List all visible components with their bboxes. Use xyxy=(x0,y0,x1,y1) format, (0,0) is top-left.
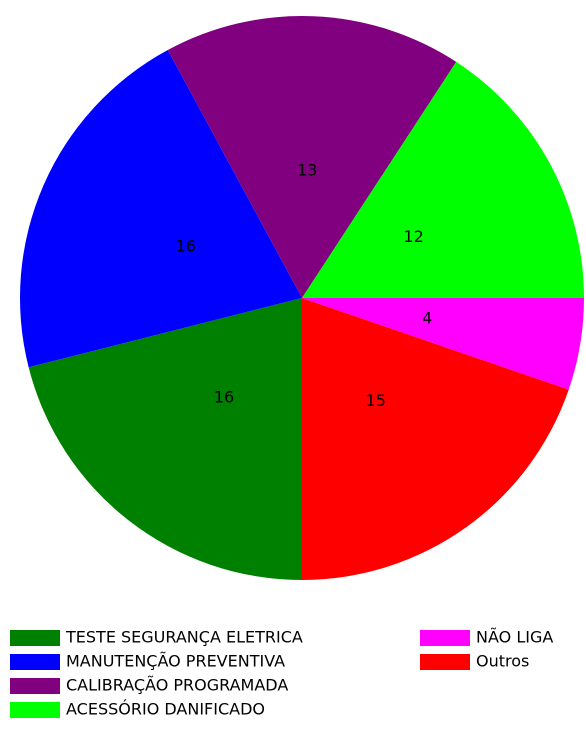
legend-swatch xyxy=(10,702,60,718)
data-label: 4 xyxy=(422,308,432,327)
legend-swatch xyxy=(420,630,470,646)
data-label: 16 xyxy=(214,388,234,407)
legend-swatch xyxy=(10,630,60,646)
legend-swatch xyxy=(10,654,60,670)
pie-slice xyxy=(302,298,584,390)
data-label: 16 xyxy=(176,237,196,256)
data-label: 12 xyxy=(403,227,423,246)
pie-slice xyxy=(28,298,303,580)
pie-slice xyxy=(302,61,584,298)
legend-label: TESTE SEGURANÇA ELETRICA xyxy=(65,628,303,647)
data-label: 15 xyxy=(366,391,386,410)
legend-label: CALIBRAÇÃO PROGRAMADA xyxy=(66,676,288,695)
legend-label: Outros xyxy=(476,652,529,671)
pie-slice xyxy=(302,298,569,580)
legend-label: ACESSÓRIO DANIFICADO xyxy=(66,700,265,719)
data-label: 13 xyxy=(297,161,317,180)
legend-label: MANUTENÇÃO PREVENTIVA xyxy=(66,652,285,671)
pie-slice xyxy=(20,49,303,368)
pie-slice xyxy=(167,15,457,298)
legend-swatch xyxy=(420,654,470,670)
legend-label: NÃO LIGA xyxy=(476,628,553,647)
legend-swatch xyxy=(10,678,60,694)
